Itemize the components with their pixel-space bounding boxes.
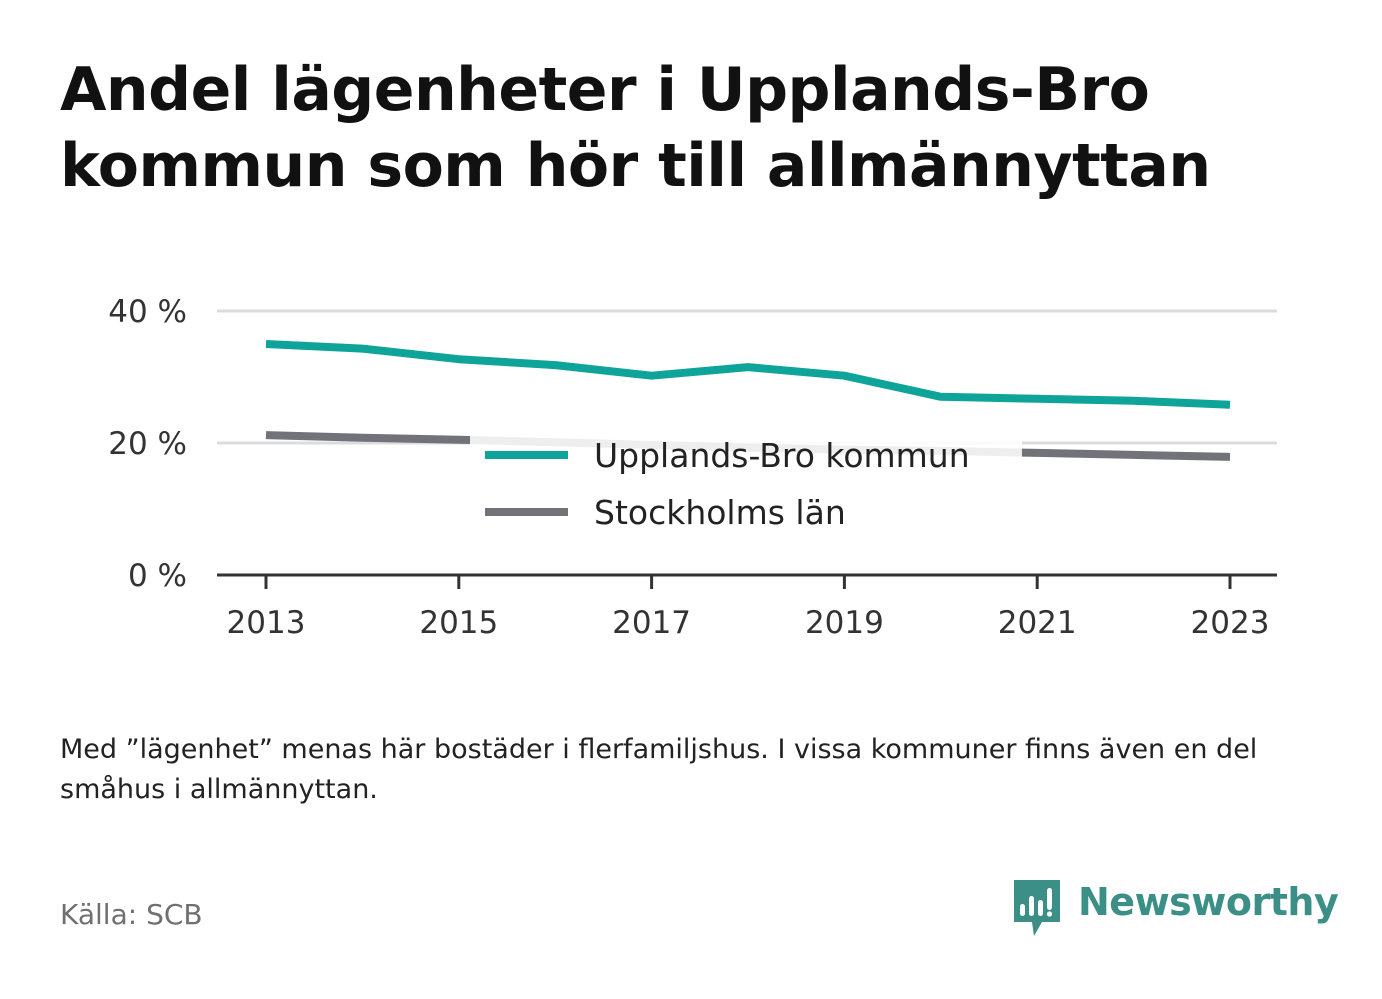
legend: Upplands-Bro kommun Stockholms län bbox=[470, 420, 1022, 548]
legend-background bbox=[470, 420, 1022, 548]
x-tick-label: 2023 bbox=[1191, 605, 1270, 641]
x-axis: 2013 2015 2017 2019 2021 2023 bbox=[217, 573, 1277, 641]
y-tick-label: 0 % bbox=[128, 558, 187, 594]
newsworthy-logo-icon bbox=[1014, 880, 1060, 936]
y-axis-labels: 0 % 20 % 40 % bbox=[108, 294, 187, 594]
x-tick-label: 2015 bbox=[419, 605, 498, 641]
legend-label: Stockholms län bbox=[594, 493, 846, 532]
footnote: Med ”lägenhet” menas här bostäder i fler… bbox=[60, 734, 1258, 805]
chart-title: Andel lägenheter i Upplands-Bro kommun s… bbox=[60, 55, 1211, 201]
x-tick-label: 2017 bbox=[612, 605, 691, 641]
brand-logo: Newsworthy bbox=[1012, 878, 1339, 942]
source-label: Källa: SCB bbox=[60, 898, 203, 931]
y-tick-label: 40 % bbox=[108, 294, 187, 330]
y-tick-label: 20 % bbox=[108, 426, 187, 462]
x-tick-label: 2021 bbox=[998, 605, 1077, 641]
legend-label: Upplands-Bro kommun bbox=[594, 436, 970, 475]
series-line-upplands-bro bbox=[265, 340, 1231, 409]
x-tick-label: 2019 bbox=[805, 605, 884, 641]
brand-name: Newsworthy bbox=[1078, 880, 1339, 924]
x-tick-label: 2013 bbox=[227, 605, 306, 641]
